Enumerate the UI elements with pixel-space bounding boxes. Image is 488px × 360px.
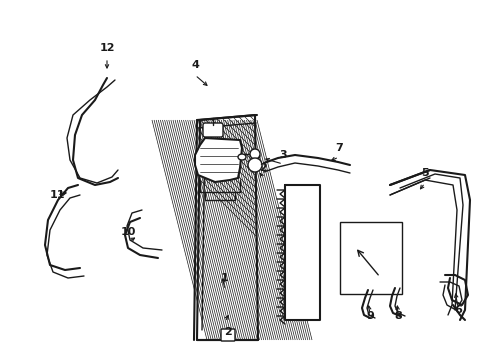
Text: 6: 6 [453, 305, 461, 315]
Ellipse shape [238, 154, 245, 160]
Text: 8: 8 [393, 311, 401, 321]
Text: 11: 11 [49, 190, 64, 200]
Text: 7: 7 [334, 143, 342, 153]
Polygon shape [285, 185, 319, 320]
Text: 4: 4 [191, 60, 199, 70]
Text: 5: 5 [420, 168, 428, 178]
Text: 2: 2 [259, 163, 266, 173]
Circle shape [247, 158, 262, 172]
FancyBboxPatch shape [203, 123, 223, 137]
Polygon shape [195, 138, 242, 182]
Polygon shape [197, 115, 258, 340]
Text: 9: 9 [366, 311, 373, 321]
Text: 12: 12 [99, 43, 115, 53]
FancyBboxPatch shape [221, 329, 235, 341]
Text: 3: 3 [279, 150, 286, 160]
Circle shape [249, 149, 260, 159]
Text: 1: 1 [221, 273, 228, 283]
Text: 2: 2 [224, 327, 231, 337]
Bar [339, 222, 401, 294]
Text: 10: 10 [120, 227, 135, 237]
